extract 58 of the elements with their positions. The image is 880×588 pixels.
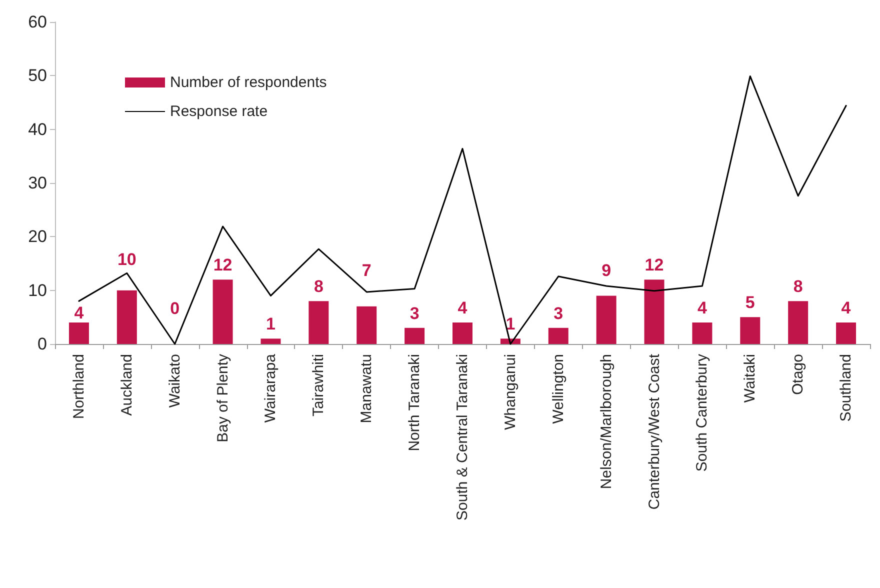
data-label: 4: [74, 304, 84, 323]
data-label: 10: [117, 250, 136, 270]
x-tick-label: Manawatu: [358, 354, 376, 424]
bar: [788, 301, 808, 344]
x-tick-label: North Taranaki: [406, 354, 424, 452]
data-label: 4: [697, 298, 708, 318]
x-tick-label: Nelson/Marlborough: [598, 354, 615, 490]
x-tick-label: Otago: [790, 354, 807, 395]
data-label: 9: [602, 261, 612, 280]
data-label: 12: [213, 256, 232, 275]
x-tick-label: Canterbury/West Coast: [646, 353, 663, 510]
bar: [740, 317, 760, 344]
x-tick-label: Wairarapa: [262, 353, 280, 423]
y-tick-label: 20: [28, 227, 47, 246]
x-tick-label: Waitaki: [742, 354, 759, 403]
x-tick-label: Waikato: [166, 354, 184, 408]
data-label: 8: [793, 277, 803, 296]
data-label: 1: [506, 314, 516, 334]
y-tick-label: 50: [28, 66, 47, 86]
y-tick-label: 40: [28, 120, 47, 139]
bar: [692, 322, 712, 344]
y-tick-label: 10: [28, 280, 47, 300]
x-tick-label: Northland: [70, 354, 88, 420]
y-tick-label: 30: [28, 174, 47, 192]
data-label: 3: [554, 304, 564, 323]
bar: [452, 322, 472, 344]
x-tick-label: Bay of Plenty: [214, 354, 232, 442]
bar: [404, 328, 425, 344]
data-label: 8: [314, 277, 324, 296]
bar: [548, 328, 568, 344]
bar: [308, 301, 329, 344]
x-tick-label: Wellington: [550, 354, 567, 424]
data-label: 4: [458, 298, 468, 318]
bar: [596, 296, 616, 344]
data-label: 5: [745, 293, 755, 312]
bar: [68, 322, 89, 344]
x-tick-label: Whanganui: [502, 354, 519, 430]
bar: [356, 306, 377, 344]
data-label: 12: [644, 256, 664, 275]
bar: [836, 322, 856, 344]
data-label: 0: [170, 298, 180, 318]
x-tick-label: South & Central Taranaki: [454, 354, 471, 520]
legend-label: Response rate: [170, 103, 268, 120]
x-tick-label: Auckland: [118, 354, 136, 416]
bar: [260, 338, 281, 344]
x-tick-label: South Canterbury: [694, 354, 711, 472]
data-label: 1: [266, 314, 276, 334]
y-tick-label: 60: [28, 12, 47, 32]
x-tick-label: Tairawhiti: [310, 354, 328, 417]
x-tick-label: Southland: [838, 354, 855, 422]
bar: [644, 280, 664, 344]
y-tick-label: 0: [38, 334, 47, 354]
data-label: 7: [362, 260, 372, 280]
bar: [116, 290, 137, 344]
legend-label: Number of respondents: [170, 74, 327, 91]
data-label: 3: [410, 304, 420, 323]
data-label: 4: [841, 298, 852, 318]
bar: [212, 280, 233, 344]
